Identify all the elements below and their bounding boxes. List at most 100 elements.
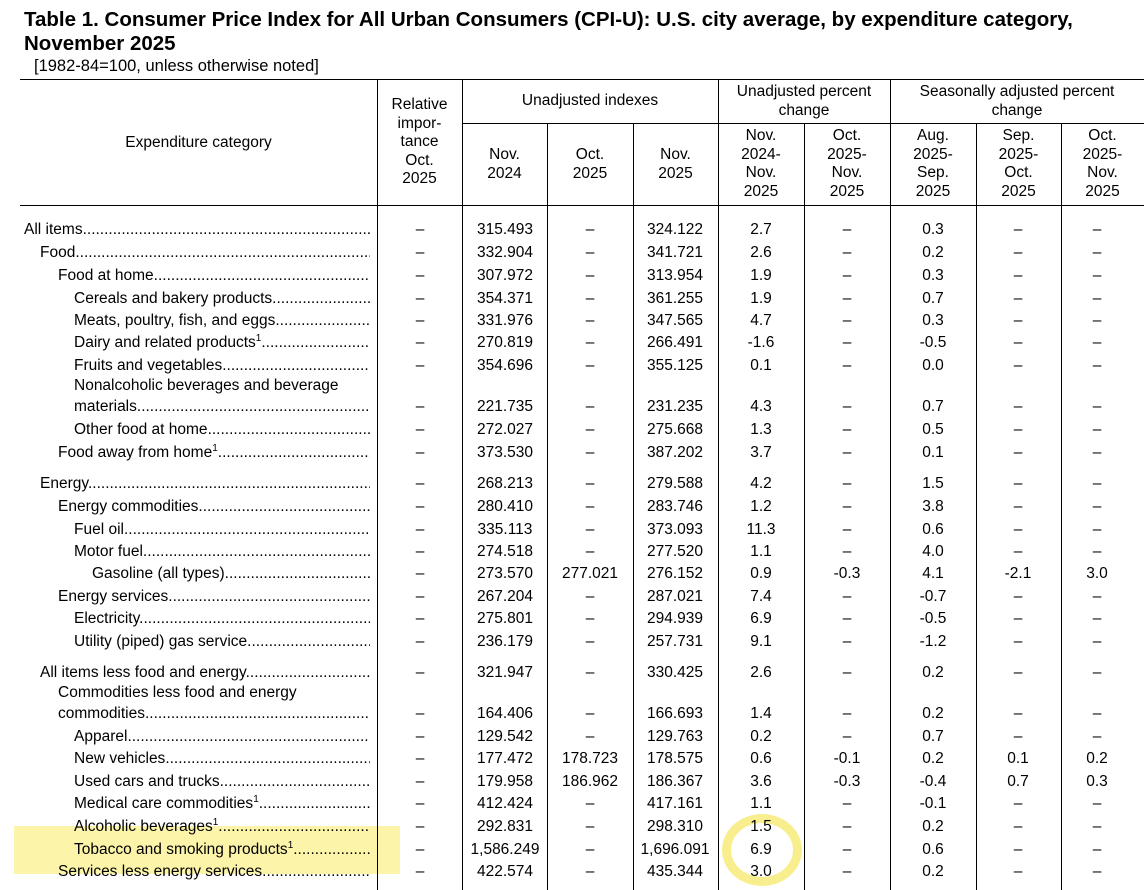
table-cell: – — [1092, 841, 1102, 858]
table-cell: 0.3 — [922, 312, 944, 329]
table-cell: -0.3 — [833, 773, 861, 790]
table-cell: – — [1013, 221, 1023, 238]
table-cell: – — [1013, 543, 1023, 560]
table-cell: 3.7 — [750, 444, 772, 461]
table-cell: 298.310 — [646, 818, 704, 835]
table-cell: – — [585, 398, 595, 415]
header-col-12month: Nov. 2024- Nov. 2025 — [741, 127, 781, 200]
col-divider — [804, 123, 805, 890]
table-cell: 0.2 — [922, 863, 944, 880]
header-relative-importance: Relative impor- tance Oct. 2025 — [391, 96, 448, 187]
table-cell: 335.113 — [477, 521, 533, 538]
table-cell: – — [1013, 664, 1023, 681]
row-label: Apparel.................................… — [74, 728, 370, 745]
table-cell: – — [842, 728, 852, 745]
table-cell: 277.520 — [646, 543, 704, 560]
table-cell: – — [415, 664, 425, 681]
table-cell: – — [585, 334, 595, 351]
table-cell: – — [842, 633, 852, 650]
table-cell: 321.947 — [476, 664, 534, 681]
header-seasonal-percent: Seasonally adjusted percent change — [919, 83, 1115, 119]
table-cell: – — [1092, 267, 1102, 284]
table-cell: 257.731 — [646, 633, 704, 650]
table-cell: – — [1013, 267, 1023, 284]
table-cell: 1.5 — [750, 818, 772, 835]
table-cell: 7.4 — [750, 588, 772, 605]
table-cell: 231.235 — [646, 398, 704, 415]
table-cell: 331.976 — [476, 312, 534, 329]
table-cell: – — [415, 543, 425, 560]
table-cell: – — [1092, 610, 1102, 627]
table-cell: – — [415, 795, 425, 812]
table-cell: 422.574 — [476, 863, 534, 880]
table-cell: 324.122 — [646, 221, 704, 238]
table-cell: – — [585, 610, 595, 627]
table-cell: 313.954 — [646, 267, 704, 284]
table-cell: 0.7 — [922, 290, 944, 307]
table-cell: – — [415, 444, 425, 461]
row-label: All items less food and energy..........… — [40, 664, 370, 681]
table-cell: 277.021 — [561, 565, 619, 582]
table-cell: 129.763 — [646, 728, 704, 745]
table-cell: – — [585, 421, 595, 438]
table-cell: – — [1092, 398, 1102, 415]
table-cell: – — [842, 841, 852, 858]
table-cell: 2.6 — [750, 244, 772, 261]
table-cell: – — [842, 290, 852, 307]
table-cell: 6.9 — [750, 610, 772, 627]
table-cell: – — [1013, 398, 1023, 415]
table-cell: – — [1092, 290, 1102, 307]
table-cell: – — [1013, 818, 1023, 835]
table-subtitle: [1982-84=100, unless otherwise noted] — [34, 57, 319, 75]
table-cell: 341.721 — [646, 244, 704, 261]
table-cell: – — [1092, 444, 1102, 461]
table-cell: 354.371 — [476, 290, 534, 307]
value-highlight-circle — [722, 814, 802, 886]
table-cell: – — [842, 818, 852, 835]
row-label: Electricity.............................… — [74, 610, 370, 627]
table-cell: – — [1092, 221, 1102, 238]
table-cell: – — [415, 863, 425, 880]
table-cell: 3.6 — [750, 773, 772, 790]
header-col-oct-nov: Oct. 2025- Nov. 2025 — [1082, 127, 1123, 200]
table-cell: 0.2 — [1086, 750, 1108, 767]
table-cell: 0.2 — [922, 750, 944, 767]
table-cell: – — [585, 633, 595, 650]
table-cell: 1.9 — [750, 267, 772, 284]
subheader-rule — [462, 123, 1144, 124]
table-cell: – — [842, 498, 852, 515]
table-cell: 1.1 — [750, 543, 772, 560]
col-divider — [462, 79, 463, 890]
table-cell: 0.6 — [922, 841, 944, 858]
table-cell: – — [1013, 312, 1023, 329]
table-cell: – — [1013, 421, 1023, 438]
table-cell: 179.958 — [476, 773, 534, 790]
table-cell: – — [1013, 728, 1023, 745]
table-cell: – — [1092, 633, 1102, 650]
table-cell: 9.1 — [750, 633, 772, 650]
table-cell: 221.735 — [476, 398, 534, 415]
table-cell: 266.491 — [646, 334, 704, 351]
table-cell: – — [1092, 312, 1102, 329]
table-cell: – — [585, 290, 595, 307]
table-cell: – — [415, 357, 425, 374]
table-cell: – — [415, 398, 425, 415]
header-col-nov2024: Nov. 2024 — [487, 146, 522, 182]
header-col-1month: Oct. 2025- Nov. 2025 — [827, 127, 867, 200]
table-cell: 387.202 — [646, 444, 704, 461]
table-cell: – — [415, 267, 425, 284]
row-label: Dairy and related products1.............… — [74, 333, 370, 351]
table-cell: 275.668 — [646, 421, 704, 438]
table-cell: – — [1092, 475, 1102, 492]
table-cell: 3.8 — [922, 498, 944, 515]
table-cell: 417.161 — [646, 795, 704, 812]
table-cell: – — [585, 475, 595, 492]
table-cell: – — [585, 588, 595, 605]
table-cell: 273.570 — [476, 565, 534, 582]
table-cell: – — [585, 312, 595, 329]
row-label: Food....................................… — [40, 244, 370, 261]
table-cell: – — [1013, 588, 1023, 605]
table-cell: 307.972 — [476, 267, 534, 284]
col-divider — [976, 123, 977, 890]
table-cell: – — [415, 728, 425, 745]
